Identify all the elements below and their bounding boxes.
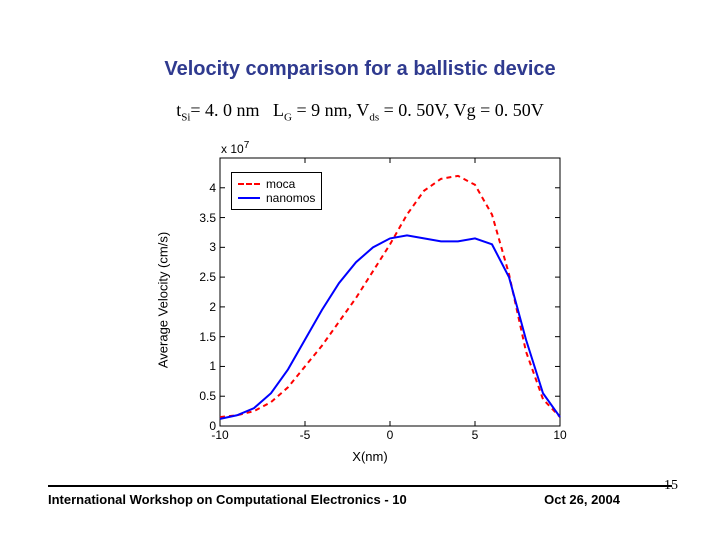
x-tick-label: 0 bbox=[380, 428, 400, 442]
series-nanomos bbox=[220, 235, 560, 418]
y-axis-label: Average Velocity (cm/s) bbox=[156, 232, 171, 368]
chart-svg bbox=[165, 140, 575, 460]
tsi-val: = 4. 0 nm bbox=[190, 100, 259, 120]
y-tick-label: 2.5 bbox=[190, 270, 216, 284]
slide-title: Velocity comparison for a ballistic devi… bbox=[0, 58, 720, 81]
y-tick-label: 3.5 bbox=[190, 211, 216, 225]
lg-val: = 9 nm, bbox=[297, 100, 353, 120]
y-tick-label: 0 bbox=[190, 419, 216, 433]
y-tick-label: 1.5 bbox=[190, 330, 216, 344]
x-tick-label: 5 bbox=[465, 428, 485, 442]
x-tick-label: -5 bbox=[295, 428, 315, 442]
legend-label: nanomos bbox=[266, 191, 315, 205]
x-tick-label: 10 bbox=[550, 428, 570, 442]
tsi-sub: Si bbox=[181, 112, 190, 124]
vg-val: = 0. 50V bbox=[480, 100, 544, 120]
lg-label: L bbox=[273, 100, 284, 120]
footer-divider bbox=[48, 485, 672, 487]
legend-label: moca bbox=[266, 177, 295, 191]
y-tick-label: 3 bbox=[190, 240, 216, 254]
legend-swatch bbox=[238, 183, 260, 185]
y-tick-label: 4 bbox=[190, 181, 216, 195]
vds-label: V bbox=[356, 100, 369, 120]
legend-swatch bbox=[238, 197, 260, 199]
vg-label: Vg bbox=[454, 100, 476, 120]
lg-sub: G bbox=[284, 112, 292, 124]
y-tick-label: 1 bbox=[190, 359, 216, 373]
parameter-line: tSi= 4. 0 nm LG = 9 nm, Vds = 0. 50V, Vg… bbox=[0, 100, 720, 124]
legend-item-nanomos: nanomos bbox=[238, 191, 315, 205]
vds-val: = 0. 50V, bbox=[384, 100, 450, 120]
x-axis-label: X(nm) bbox=[165, 449, 575, 464]
footer-date: Oct 26, 2004 bbox=[544, 492, 620, 507]
page-number: 15 bbox=[664, 478, 678, 494]
vds-sub: ds bbox=[369, 112, 379, 124]
footer-conference: International Workshop on Computational … bbox=[48, 492, 407, 507]
series-moca bbox=[220, 176, 560, 417]
y-tick-label: 0.5 bbox=[190, 389, 216, 403]
velocity-chart: x 107 Average Velocity (cm/s) X(nm) moca… bbox=[165, 140, 575, 460]
legend-item-moca: moca bbox=[238, 177, 315, 191]
chart-legend: mocananomos bbox=[231, 172, 322, 210]
y-tick-label: 2 bbox=[190, 300, 216, 314]
